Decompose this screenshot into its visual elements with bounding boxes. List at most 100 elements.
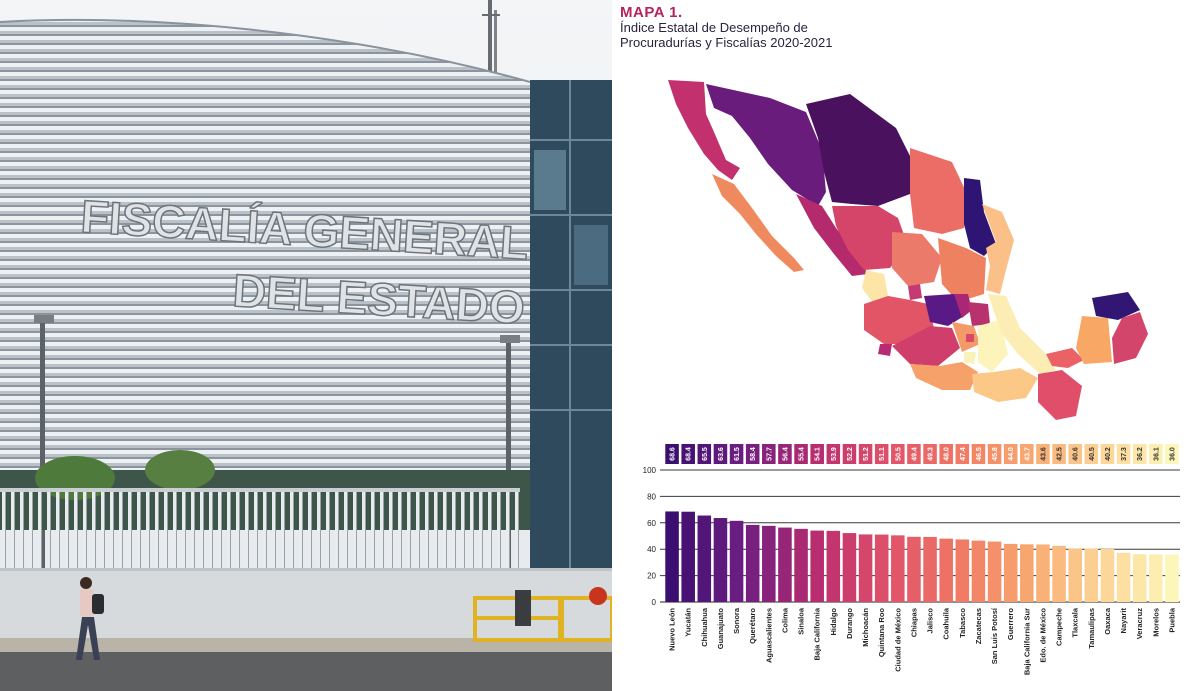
bar xyxy=(681,511,695,602)
y-tick-label: 40 xyxy=(647,545,656,554)
bar xyxy=(842,533,857,602)
category-label: Guerrero xyxy=(1006,608,1015,641)
map-region-hidalgo xyxy=(968,302,990,326)
bar xyxy=(729,520,744,602)
bar xyxy=(1149,554,1163,602)
category-label: Colima xyxy=(780,607,789,633)
map-region-sonora xyxy=(706,84,826,206)
category-label: Veracruz xyxy=(1135,608,1144,640)
category-label: Zacatecas xyxy=(974,608,983,644)
value-label-box xyxy=(1149,444,1163,464)
chart-y-axis: 0 20 40 60 80 100 xyxy=(643,466,657,607)
category-label: Nayarit xyxy=(1119,608,1128,634)
value-label: 56.4 xyxy=(782,447,789,461)
category-label: Ciudad de México xyxy=(893,608,902,672)
y-tick-label: 20 xyxy=(647,572,656,581)
category-label: Morelos xyxy=(1151,608,1160,637)
category-label: Querétaro xyxy=(748,608,757,644)
bar xyxy=(778,527,792,602)
value-label: 53.9 xyxy=(831,447,838,461)
category-label: Nuevo León xyxy=(668,608,677,651)
mexico-choropleth-map xyxy=(668,80,1148,420)
map-region-quintana-roo xyxy=(1112,312,1148,364)
value-label: 49.4 xyxy=(911,447,918,461)
value-label-box xyxy=(1068,444,1082,464)
value-label-box xyxy=(762,444,776,464)
map-region-colima xyxy=(878,344,892,356)
map-region-nayarit xyxy=(862,270,888,304)
bar xyxy=(745,524,760,602)
bar xyxy=(794,528,808,602)
category-label: Durango xyxy=(845,608,854,639)
map-title-line-2: Procuradurías y Fiscalías 2020-2021 xyxy=(620,35,833,50)
map-title-line-1: Índice Estatal de Desempeño de xyxy=(620,20,808,35)
chart-bars xyxy=(665,511,1179,602)
value-label-box xyxy=(1020,444,1034,464)
value-label-box xyxy=(713,444,728,464)
bar xyxy=(1116,552,1131,602)
map-region-coahuila xyxy=(910,148,968,234)
map-region-sinaloa xyxy=(796,194,868,276)
value-label-box xyxy=(1003,444,1018,464)
value-label: 42.5 xyxy=(1057,447,1064,461)
map-label: MAPA 1. xyxy=(620,4,683,21)
map-region-campeche xyxy=(1076,316,1112,364)
bar xyxy=(971,540,986,602)
chart-x-axis: Nuevo León Yucatán Chihuahua Guanajuato Sono… xyxy=(668,607,1177,675)
category-label: Campeche xyxy=(1055,608,1064,646)
category-label: Chiapas xyxy=(909,608,918,637)
value-label-box xyxy=(665,444,679,464)
value-label: 68.4 xyxy=(686,447,693,461)
value-label-box xyxy=(874,444,889,464)
value-label: 54.1 xyxy=(815,447,822,461)
building-photo-drawing: FISCALÍA GENERAL DEL ESTADO xyxy=(0,0,612,691)
map-region-michoacan xyxy=(892,326,960,366)
value-label: 40.5 xyxy=(1089,447,1096,461)
value-label-box xyxy=(987,444,1002,464)
bar xyxy=(987,541,1002,602)
map-region-guerrero xyxy=(910,362,978,390)
map-region-baja-california xyxy=(668,80,740,180)
value-label-box xyxy=(794,444,808,464)
value-label-box xyxy=(1084,444,1099,464)
map-region-ciudad-de-mexico xyxy=(966,334,974,342)
map-region-aguascalientes xyxy=(908,284,922,300)
value-label-box xyxy=(939,444,953,464)
value-label: 52.2 xyxy=(847,447,854,461)
category-label: Oaxaca xyxy=(1103,607,1112,635)
bar xyxy=(955,539,970,602)
map-region-baja-california-sur xyxy=(712,174,804,272)
bar xyxy=(939,538,953,602)
value-label-box xyxy=(971,444,986,464)
value-label: 44.0 xyxy=(1008,447,1015,461)
category-label: Tlaxcala xyxy=(1071,607,1080,637)
bar xyxy=(1100,548,1115,602)
category-label: Edo. de México xyxy=(1038,608,1047,663)
category-label: Sonora xyxy=(732,607,741,634)
value-label: 51.1 xyxy=(879,447,886,461)
bar xyxy=(826,530,841,602)
bar xyxy=(762,525,776,602)
bar xyxy=(874,534,889,602)
value-label-box xyxy=(697,444,712,464)
category-label: Michoacán xyxy=(861,608,870,647)
value-label: 36.1 xyxy=(1153,447,1160,461)
chart-value-boxes: 68.6 68.4 65.5 63.6 61.5 58.4 57.7 56.4 55.4 54.1… xyxy=(665,444,1179,464)
category-label: Tabasco xyxy=(958,608,967,638)
value-label-box xyxy=(1116,444,1131,464)
value-label-box xyxy=(826,444,841,464)
value-label-box xyxy=(1132,444,1147,464)
value-label: 65.5 xyxy=(702,447,709,461)
map-region-oaxaca xyxy=(972,368,1038,402)
bar xyxy=(1132,554,1147,602)
map-region-tabasco xyxy=(1046,348,1084,368)
value-label: 58.4 xyxy=(750,447,757,461)
value-label-box xyxy=(1036,444,1050,464)
category-label: Quintana Roo xyxy=(877,608,886,658)
map-region-tamaulipas xyxy=(982,204,1014,294)
category-label: Coahuila xyxy=(942,607,951,639)
value-label: 45.8 xyxy=(992,447,999,461)
value-label: 46.5 xyxy=(976,447,983,461)
map-region-nuevo-leon xyxy=(964,178,996,256)
value-label: 43.7 xyxy=(1024,447,1031,461)
